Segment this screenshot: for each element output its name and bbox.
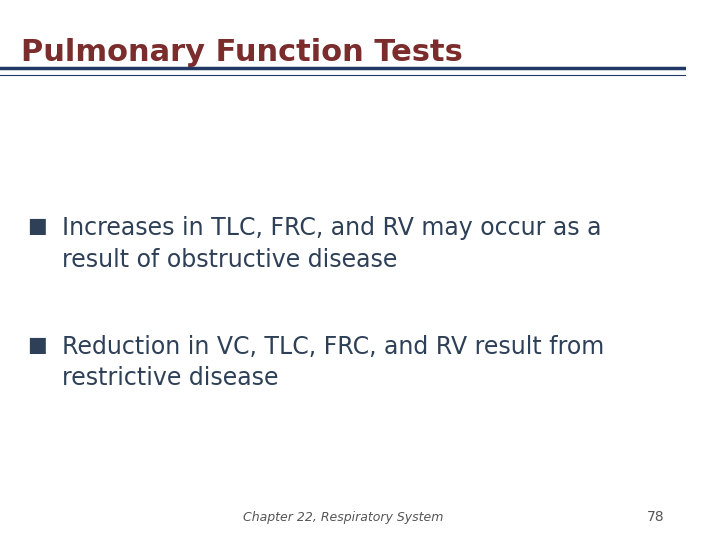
Text: ■: ■	[27, 335, 48, 355]
Text: Increases in TLC, FRC, and RV may occur as a
result of obstructive disease: Increases in TLC, FRC, and RV may occur …	[62, 216, 601, 272]
Text: Reduction in VC, TLC, FRC, and RV result from
restrictive disease: Reduction in VC, TLC, FRC, and RV result…	[62, 335, 604, 390]
Text: ■: ■	[27, 216, 48, 236]
Text: 78: 78	[647, 510, 665, 524]
Text: Chapter 22, Respiratory System: Chapter 22, Respiratory System	[243, 511, 443, 524]
Text: Pulmonary Function Tests: Pulmonary Function Tests	[21, 38, 462, 67]
